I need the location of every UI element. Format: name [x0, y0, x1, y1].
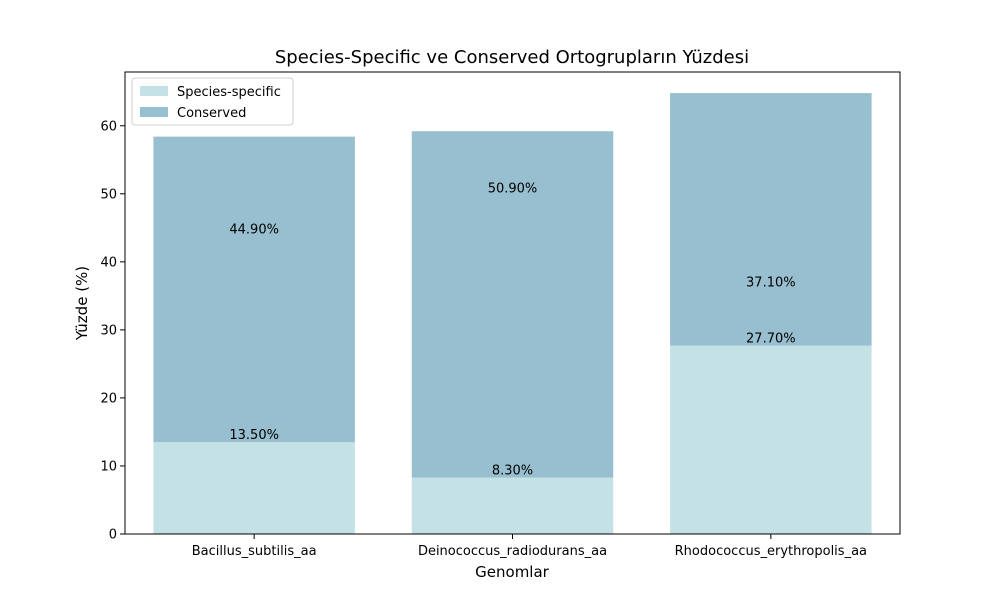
- x-axis: Bacillus_subtilis_aa Deinococcus_radiodur…: [192, 534, 867, 559]
- bar-conserved-0: [153, 136, 355, 443]
- bar-species-specific-2: [670, 345, 872, 534]
- y-tick-label: 30: [100, 323, 117, 338]
- y-tick-label: 10: [100, 459, 117, 474]
- y-axis: 0 10 20 30 40 50 60: [100, 119, 125, 543]
- legend-box: [131, 77, 294, 126]
- bar-species-specific-1: [411, 477, 614, 534]
- chart-title: Species-Specific ve Conserved Ortogrupla…: [275, 47, 749, 68]
- x-axis-label: Genomlar: [475, 563, 550, 581]
- y-tick-label: 60: [100, 119, 117, 134]
- legend-swatch-conserved: [140, 107, 168, 117]
- bar-conserved-1: [411, 131, 614, 478]
- data-label-conserved-2: 37.10%: [746, 276, 796, 291]
- legend-swatch-species-specific: [140, 86, 168, 96]
- y-tick-label: 40: [100, 255, 117, 270]
- value-labels-group: 13.50% 8.30% 27.70% 44.90% 50.90% 37.10%: [229, 182, 795, 479]
- bars-group: [153, 93, 872, 534]
- y-tick-label: 0: [109, 528, 117, 543]
- data-label-conserved-0: 44.90%: [229, 222, 279, 237]
- y-axis-label: Yüzde (%): [73, 266, 91, 341]
- data-label-species-specific-2: 27.70%: [746, 332, 796, 347]
- legend-label-conserved: Conserved: [177, 106, 246, 121]
- data-label-conserved-1: 50.90%: [488, 182, 538, 197]
- y-tick-label: 50: [100, 187, 117, 202]
- y-tick-label: 20: [100, 391, 117, 406]
- bar-species-specific-0: [153, 442, 355, 534]
- x-tick-label: Deinococcus_radiodurans_aa: [418, 544, 607, 559]
- legend: Species-specific Conserved: [131, 77, 294, 126]
- x-tick-label: Bacillus_subtilis_aa: [192, 544, 317, 559]
- data-label-species-specific-0: 13.50%: [229, 428, 279, 443]
- data-label-species-specific-1: 8.30%: [492, 464, 533, 479]
- x-tick-label: Rhodococcus_erythropolis_aa: [675, 544, 867, 559]
- bar-conserved-2: [670, 93, 872, 346]
- legend-label-species-specific: Species-specific: [177, 85, 281, 100]
